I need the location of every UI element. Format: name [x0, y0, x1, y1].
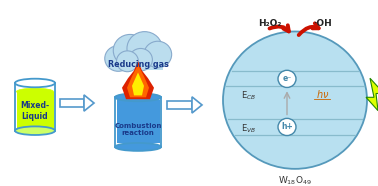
Polygon shape: [127, 65, 149, 97]
Text: ·OH: ·OH: [314, 19, 332, 28]
Bar: [113, 49, 163, 70]
Circle shape: [116, 51, 138, 72]
Ellipse shape: [115, 143, 161, 151]
Text: h+: h+: [281, 122, 293, 132]
Text: $h\nu$: $h\nu$: [316, 88, 329, 100]
Text: E$_{CB}$: E$_{CB}$: [241, 90, 256, 102]
Polygon shape: [84, 95, 94, 111]
Text: W$_{18}$O$_{49}$: W$_{18}$O$_{49}$: [278, 174, 312, 186]
Ellipse shape: [17, 88, 54, 95]
Ellipse shape: [15, 126, 55, 135]
Bar: [116, 100, 160, 143]
Polygon shape: [122, 61, 154, 99]
Ellipse shape: [115, 93, 161, 101]
Text: H₂O₂: H₂O₂: [258, 19, 282, 28]
Text: Reducing gas: Reducing gas: [108, 60, 169, 69]
Circle shape: [127, 32, 162, 65]
Bar: [60, 99, 84, 107]
Bar: [167, 101, 192, 109]
Ellipse shape: [15, 79, 55, 87]
Polygon shape: [192, 97, 202, 113]
Polygon shape: [132, 73, 144, 95]
Circle shape: [278, 118, 296, 136]
Circle shape: [113, 34, 147, 66]
Circle shape: [105, 46, 132, 71]
Circle shape: [129, 49, 152, 71]
Bar: [17, 92, 54, 129]
Text: e⁻: e⁻: [282, 74, 291, 83]
Text: E$_{VB}$: E$_{VB}$: [241, 123, 256, 135]
Text: Mixed-
Liquid: Mixed- Liquid: [20, 101, 50, 121]
Circle shape: [223, 31, 367, 169]
Circle shape: [278, 70, 296, 87]
Text: Combustion
reaction: Combustion reaction: [114, 123, 162, 136]
Polygon shape: [366, 78, 378, 111]
Circle shape: [144, 41, 172, 68]
